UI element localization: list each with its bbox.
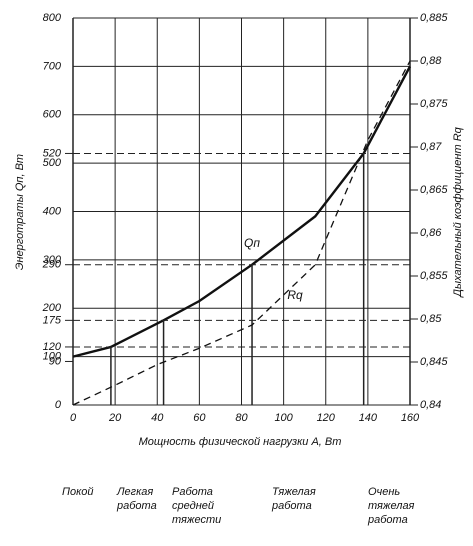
y2-tick-label: 0,885 <box>420 12 448 24</box>
y-tick-label: 700 <box>43 60 62 72</box>
y2-tick-label: 0,87 <box>420 141 442 153</box>
y-tick-label: 300 <box>43 254 62 266</box>
y2-tick-label: 0,855 <box>420 270 448 282</box>
x-tick-label: 100 <box>274 412 293 424</box>
y-tick-label: 175 <box>43 314 62 326</box>
y-tick-label: 120 <box>43 341 62 353</box>
x-tick-label: 20 <box>108 412 122 424</box>
x-tick-label: 60 <box>193 412 206 424</box>
x-tick-label: 140 <box>359 412 378 424</box>
y2-axis-label: Дыхательный коэффициент Rq <box>452 126 464 298</box>
y-tick-label: 100 <box>43 351 62 363</box>
x-tick-label: 80 <box>235 412 248 424</box>
y-tick-label: 800 <box>43 12 62 24</box>
series-label: Rq <box>287 288 303 302</box>
y-tick-label: 400 <box>43 205 62 217</box>
y-axis-label: Энерготраты Qп, Вт <box>14 154 26 270</box>
y-tick-label: 500 <box>43 157 62 169</box>
series-label: Qп <box>244 236 260 250</box>
x-tick-label: 0 <box>70 412 77 424</box>
series-line <box>72 65 412 358</box>
zone-label: Работа средней тяжести <box>172 486 221 526</box>
x-axis-label: Мощность физической нагрузки А, Вт <box>139 436 342 448</box>
x-tick-label: 160 <box>401 412 420 424</box>
series-line <box>72 60 411 406</box>
zone-label: Покой <box>62 486 94 498</box>
y2-tick-label: 0,865 <box>420 184 448 196</box>
y-tick-label: 0 <box>55 399 62 411</box>
x-tick-label: 120 <box>317 412 336 424</box>
y2-tick-label: 0,84 <box>420 399 441 411</box>
y-tick-label: 290 <box>42 259 62 271</box>
zone-label: Тяжелая работа <box>271 486 316 512</box>
x-tick-label: 40 <box>151 412 164 424</box>
y2-tick-label: 0,86 <box>420 227 442 239</box>
y-tick-label: 200 <box>42 302 62 314</box>
y-tick-label: 600 <box>43 109 62 121</box>
y2-tick-label: 0,85 <box>420 313 442 325</box>
y2-tick-label: 0,875 <box>420 98 448 110</box>
y-tick-label: 90 <box>49 355 62 367</box>
y-tick-label: 520 <box>43 147 62 159</box>
y2-tick-label: 0,845 <box>420 356 448 368</box>
zone-label: Очень тяжелая работа <box>367 486 415 526</box>
y2-tick-label: 0,88 <box>420 55 442 67</box>
zone-label: Легкая работа <box>116 486 157 512</box>
